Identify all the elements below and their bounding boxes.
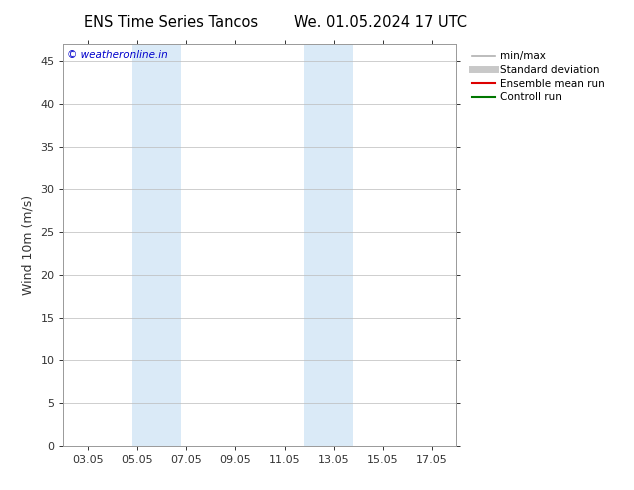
Legend: min/max, Standard deviation, Ensemble mean run, Controll run: min/max, Standard deviation, Ensemble me… xyxy=(470,49,607,104)
Bar xyxy=(132,44,181,446)
Text: © weatheronline.in: © weatheronline.in xyxy=(67,50,168,60)
Text: ENS Time Series Tancos: ENS Time Series Tancos xyxy=(84,15,258,30)
Y-axis label: Wind 10m (m/s): Wind 10m (m/s) xyxy=(22,195,35,295)
Bar xyxy=(304,44,353,446)
Text: We. 01.05.2024 17 UTC: We. 01.05.2024 17 UTC xyxy=(294,15,467,30)
